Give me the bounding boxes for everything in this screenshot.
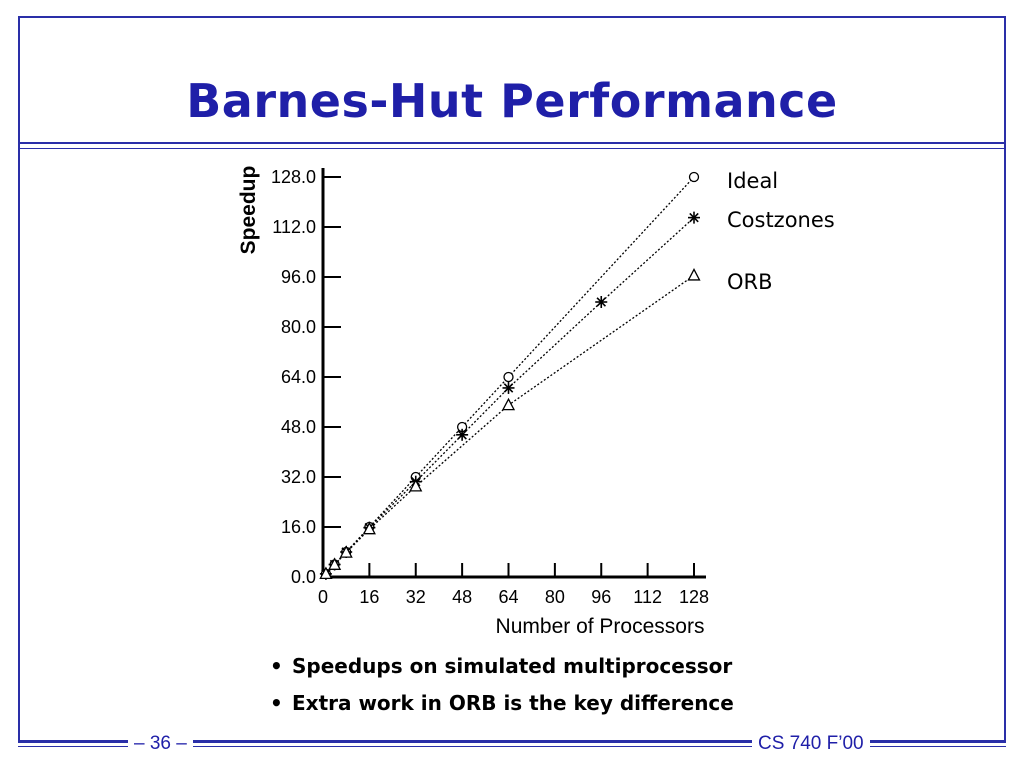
data-point-triangle bbox=[687, 268, 701, 281]
series-line bbox=[325, 217, 695, 575]
y-tick-label: 48.0 bbox=[281, 417, 316, 437]
data-point-triangle bbox=[501, 397, 516, 411]
data-point-triangle bbox=[409, 478, 423, 492]
bullet-text: Speedups on simulated multiprocessor bbox=[292, 654, 733, 678]
x-tick-label: 96 bbox=[591, 587, 611, 607]
y-tick-label: 32.0 bbox=[281, 467, 316, 487]
data-point-asterisk bbox=[595, 296, 608, 308]
x-tick-label: 48 bbox=[452, 587, 472, 607]
data-point-asterisk bbox=[502, 381, 515, 394]
page-number: – 36 – bbox=[128, 733, 193, 755]
data-point-asterisk bbox=[456, 428, 469, 441]
y-tick-label: 0.0 bbox=[291, 567, 316, 587]
bullet-item: • Speedups on simulated multiprocessor bbox=[270, 652, 734, 689]
x-tick-label: 112 bbox=[633, 587, 662, 607]
chart-markers bbox=[319, 171, 701, 580]
y-tick-label: 96.0 bbox=[281, 267, 316, 287]
data-point-asterisk bbox=[688, 211, 700, 224]
bullet-item: • Extra work in ORB is the key difference bbox=[270, 689, 734, 726]
asterisk-stroke bbox=[596, 297, 607, 307]
x-tick-label: 16 bbox=[359, 587, 379, 607]
bullet-dot: • bbox=[270, 654, 283, 678]
data-point-triangle bbox=[362, 521, 376, 535]
series-line bbox=[325, 274, 695, 575]
series-line bbox=[325, 176, 695, 575]
title-area: Barnes-Hut Performance bbox=[18, 16, 1006, 144]
data-point-triangle bbox=[339, 545, 353, 558]
title-separator-thin bbox=[18, 148, 1006, 149]
footer-rule-thin bbox=[18, 746, 1006, 747]
bullet-text: Extra work in ORB is the key difference bbox=[292, 691, 734, 715]
y-tick-label: 80.0 bbox=[281, 317, 316, 337]
bullet-dot: • bbox=[270, 691, 283, 715]
x-tick-label: 64 bbox=[498, 587, 518, 607]
footer-rule bbox=[18, 741, 1006, 743]
data-point-circle bbox=[688, 171, 700, 183]
asterisk-stroke bbox=[503, 383, 514, 393]
x-tick-label: 80 bbox=[545, 587, 565, 607]
y-axis-label: Speedup bbox=[237, 166, 260, 255]
data-point-triangle bbox=[328, 557, 342, 570]
legend-label: Ideal bbox=[727, 169, 778, 193]
y-tick-label: 128.0 bbox=[271, 167, 316, 187]
y-tick-label: 112.0 bbox=[272, 217, 316, 237]
data-point-circle bbox=[503, 371, 514, 383]
y-tick-label: 16.0 bbox=[281, 517, 316, 537]
x-tick-label: 128 bbox=[679, 587, 709, 607]
asterisk-stroke bbox=[689, 212, 699, 223]
chart-legend: Ideal Costzones ORB bbox=[727, 169, 835, 294]
data-point-triangle bbox=[319, 566, 333, 580]
course-label: CS 740 F’00 bbox=[752, 733, 870, 755]
asterisk-stroke bbox=[457, 430, 467, 440]
legend-label: Costzones bbox=[727, 208, 835, 232]
slide-title: Barnes-Hut Performance bbox=[186, 74, 838, 128]
legend-label: ORB bbox=[727, 270, 773, 294]
x-tick-label: 0 bbox=[318, 587, 328, 607]
chart-axes: 0 16 32 48 64 80 96 112 128 0.0 16.0 32.0 48.0 64.0 80… bbox=[271, 167, 709, 607]
y-tick-label: 64.0 bbox=[281, 367, 316, 387]
x-axis-label: Number of Processors bbox=[496, 615, 705, 638]
title-separator bbox=[18, 142, 1006, 144]
x-tick-label: 32 bbox=[406, 587, 426, 607]
bullet-list: • Speedups on simulated multiprocessor • E… bbox=[270, 652, 734, 726]
